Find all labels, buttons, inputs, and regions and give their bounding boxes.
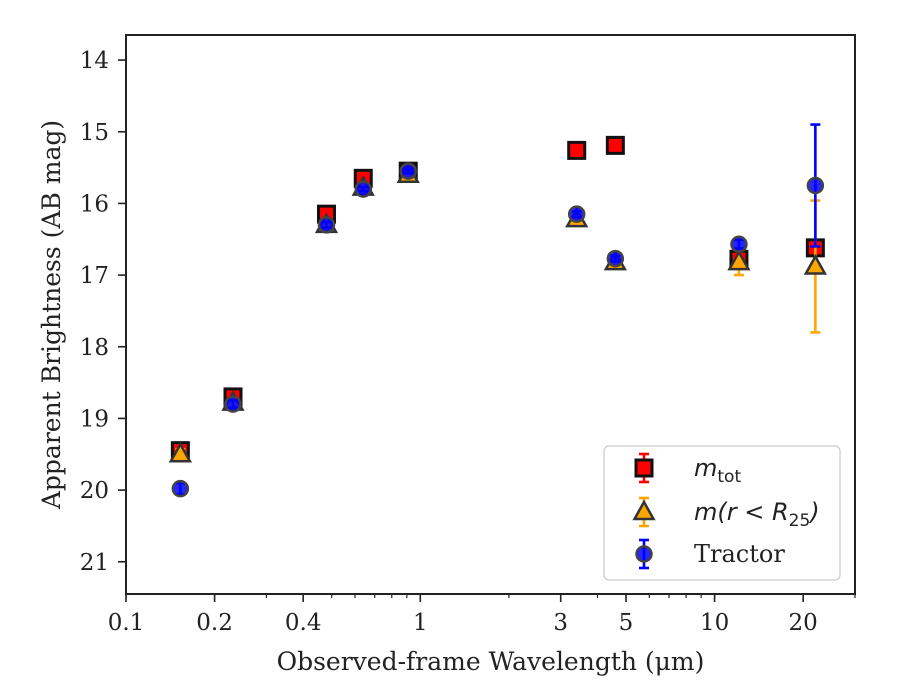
legend-label-m-tot: mtot bbox=[694, 454, 741, 487]
y-tick-label: 18 bbox=[80, 335, 109, 361]
x-tick-label: 0.4 bbox=[285, 610, 322, 636]
legend-label-subscript: 25 bbox=[789, 511, 811, 531]
point-tractor bbox=[171, 479, 190, 498]
point-tractor bbox=[354, 180, 373, 198]
x-tick-label: 3 bbox=[553, 610, 568, 636]
y-axis-ticks: 14 15 16 17 18 19 20 21 bbox=[80, 48, 126, 576]
x-axis-label: Observed-frame Wavelength (μm) bbox=[277, 647, 705, 676]
x-tick-label: 5 bbox=[619, 610, 634, 636]
legend-label-subscript: tot bbox=[717, 467, 741, 487]
x-axis-ticks: 0.1 0.2 0.4 1 3 5 10 20 bbox=[108, 594, 856, 636]
legend-box bbox=[603, 445, 841, 581]
data-series-layer bbox=[168, 123, 827, 498]
point-tractor bbox=[806, 176, 825, 195]
y-tick-label: 16 bbox=[80, 191, 109, 217]
y-tick-label: 15 bbox=[80, 120, 109, 146]
y-axis-label: Apparent Brightness (AB mag) bbox=[37, 120, 66, 510]
plot-frame bbox=[125, 34, 856, 595]
point-tractor bbox=[317, 216, 336, 234]
legend-label-suffix: ) bbox=[808, 498, 819, 526]
point-tractor bbox=[606, 249, 625, 268]
point-m-tot bbox=[605, 135, 625, 155]
series-tractor bbox=[171, 123, 825, 498]
legend-item-m-r25: m(r < R25) bbox=[632, 496, 820, 531]
point-m-r25 bbox=[727, 249, 751, 271]
x-tick-label: 1 bbox=[413, 610, 428, 636]
y-tick-label: 20 bbox=[80, 478, 109, 504]
x-tick-label: 20 bbox=[789, 610, 818, 636]
point-tractor bbox=[224, 395, 242, 413]
point-tractor bbox=[399, 162, 417, 180]
legend-label-tractor: Tractor bbox=[694, 540, 785, 568]
legend-marker-tractor bbox=[635, 545, 653, 563]
point-m-r25 bbox=[168, 441, 192, 463]
legend-label-m-r25: m(r < R25) bbox=[694, 498, 820, 531]
x-tick-label: 0.2 bbox=[196, 610, 233, 636]
legend-label-main: Tractor bbox=[694, 540, 785, 568]
point-m-tot bbox=[567, 140, 587, 160]
legend-item-tractor: Tractor bbox=[635, 538, 785, 570]
y-tick-label: 19 bbox=[80, 406, 109, 432]
legend-label-main: m bbox=[694, 454, 717, 482]
y-tick-label: 14 bbox=[80, 48, 109, 74]
legend-marker-m-tot bbox=[634, 458, 654, 478]
point-tractor bbox=[730, 235, 748, 254]
y-tick-label: 21 bbox=[80, 550, 109, 576]
x-tick-label: 10 bbox=[700, 610, 729, 636]
x-tick-label: 0.1 bbox=[108, 610, 145, 636]
legend-label-main: m(r < R bbox=[694, 498, 789, 526]
point-tractor bbox=[567, 205, 586, 223]
legend-marker-m-r25 bbox=[632, 499, 656, 521]
legend-item-m-tot: mtot bbox=[634, 452, 741, 487]
y-tick-label: 17 bbox=[80, 263, 109, 289]
legend: mtot m(r < R25) Tractor bbox=[603, 445, 841, 581]
point-m-r25 bbox=[803, 253, 827, 275]
